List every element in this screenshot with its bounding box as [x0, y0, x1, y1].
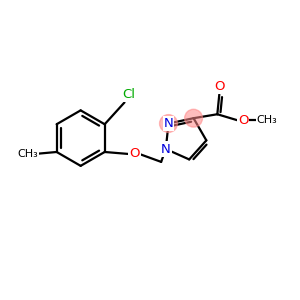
Text: CH₃: CH₃ — [256, 115, 277, 125]
Text: O: O — [214, 80, 225, 93]
Text: O: O — [129, 148, 140, 160]
Text: N: N — [161, 142, 171, 155]
Circle shape — [184, 109, 202, 127]
Text: O: O — [238, 114, 248, 127]
Text: N: N — [164, 117, 173, 130]
Text: CH₃: CH₃ — [17, 149, 38, 159]
Text: Cl: Cl — [122, 88, 135, 101]
Circle shape — [160, 115, 177, 132]
